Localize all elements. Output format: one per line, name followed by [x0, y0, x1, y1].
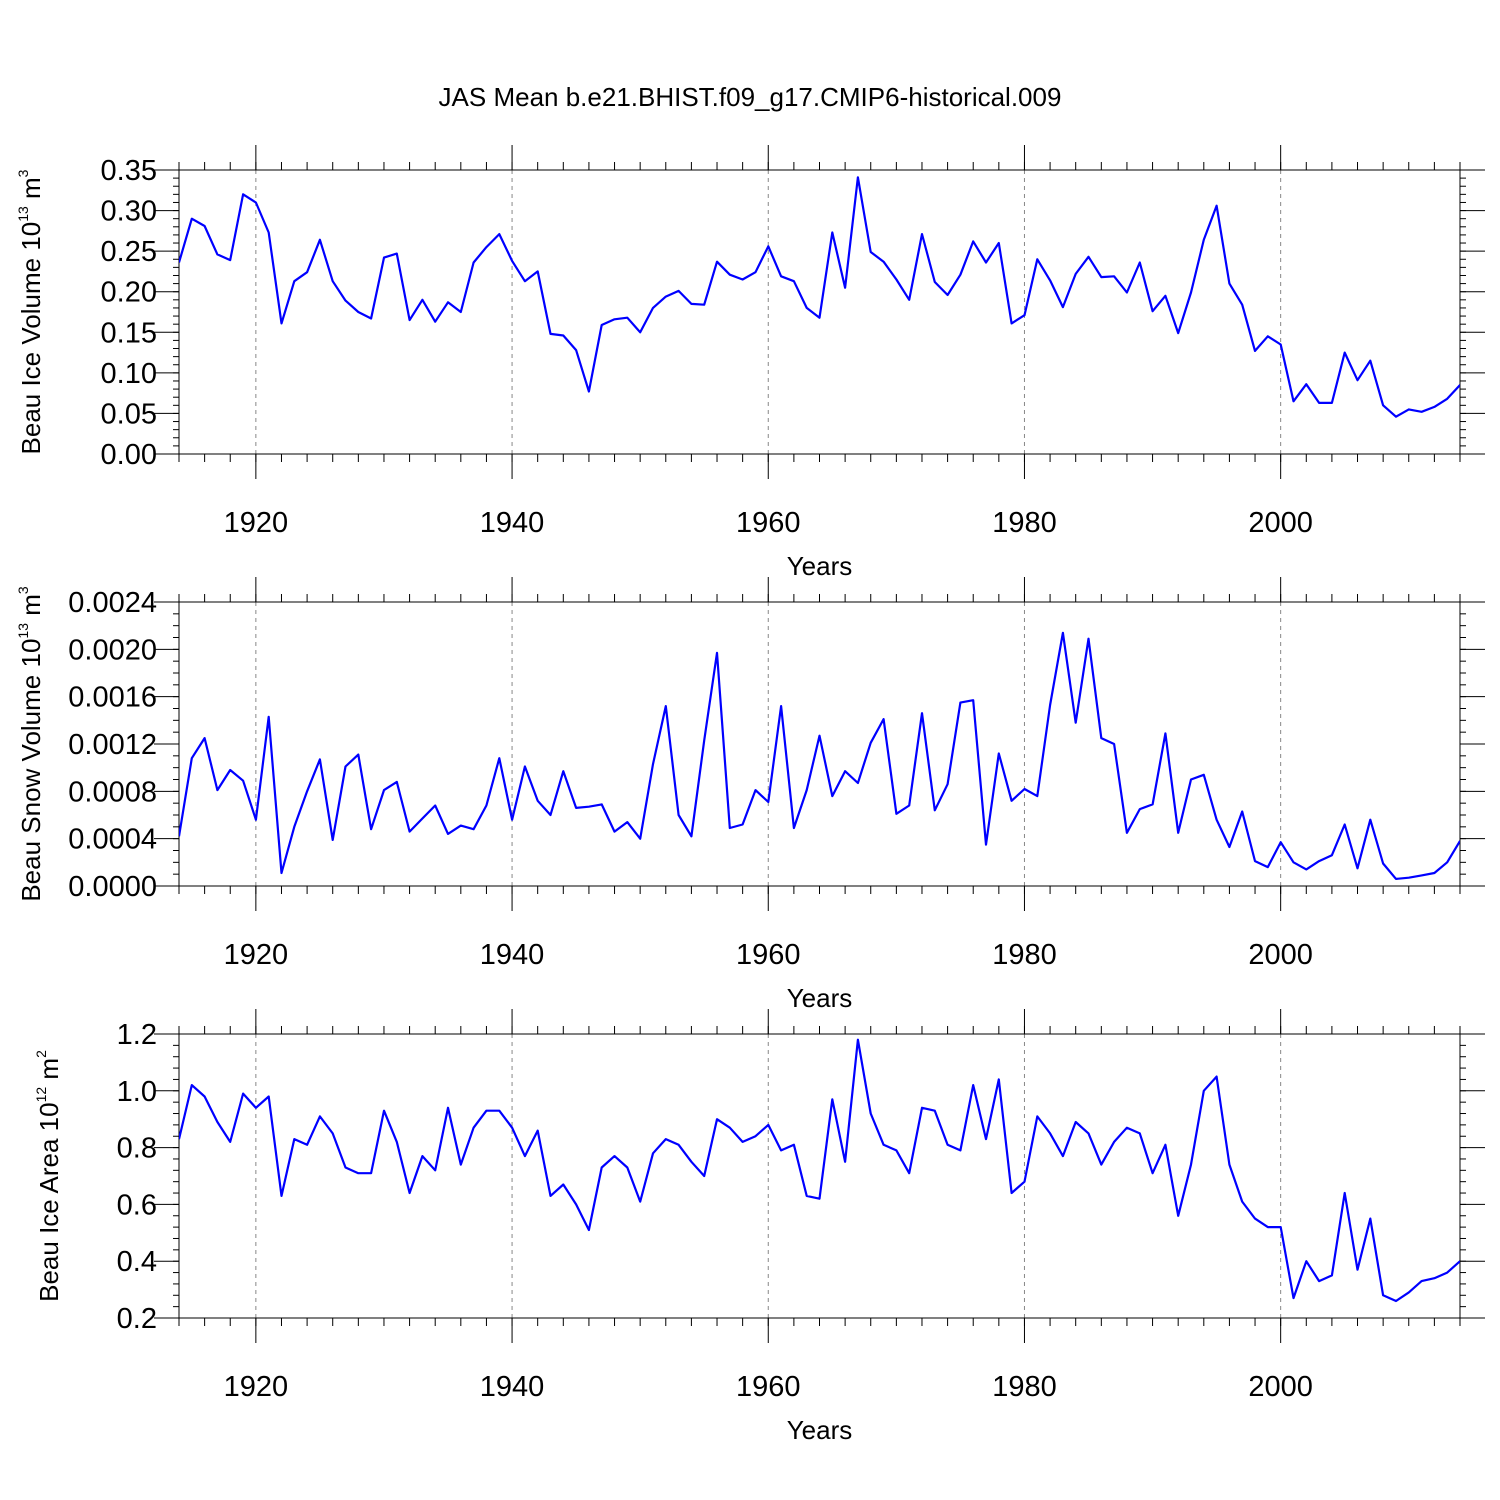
x-tick-label: 1980	[992, 1371, 1057, 1403]
x-tick-label: 1920	[224, 939, 289, 971]
data-line	[179, 631, 1460, 881]
chart-panel-3: 0.2 0.4 0.6 0.8 1.0 1.2 1920 1940 1960 1980 2000 Ye…	[33, 1009, 1485, 1445]
y-tick-label: 0.10	[101, 358, 157, 390]
y-title-text: Beau Ice Volume 10	[16, 222, 46, 455]
y-tick-label: 0.8	[117, 1133, 157, 1165]
y-title-unit-exponent: 3	[15, 169, 31, 177]
y-tick-label: 0.15	[101, 317, 157, 349]
x-tick-label: 1960	[736, 939, 801, 971]
y-tick-label: 0.2	[117, 1303, 157, 1335]
data-line	[179, 1038, 1460, 1303]
x-tick-label: 1940	[480, 1371, 545, 1403]
y-title-unit: m	[16, 594, 46, 623]
x-tick-label: 2000	[1248, 507, 1313, 539]
x-tick-label: 1920	[224, 507, 289, 539]
y-tick-label: 0.0024	[68, 587, 157, 619]
x-tick-label: 1980	[992, 939, 1057, 971]
y-tick-label: 0.0000	[68, 871, 157, 903]
chart-panel-1: 0.00 0.05 0.10 0.15 0.20 0.25 0.30 0.35 1920 1940…	[15, 145, 1485, 581]
x-tick-label: 1920	[224, 1371, 289, 1403]
y-title-unit-exponent: 2	[33, 1050, 49, 1058]
y-tick-label: 0.0004	[68, 824, 157, 856]
y-tick-label: 0.4	[117, 1246, 157, 1278]
x-tick-label: 1940	[480, 939, 545, 971]
x-tick-label: 1940	[480, 507, 545, 539]
y-tick-label: 0.05	[101, 398, 157, 430]
y-tick-label: 1.2	[117, 1019, 157, 1051]
y-tick-label: 0.0008	[68, 776, 157, 808]
x-tick-label: 2000	[1248, 939, 1313, 971]
y-axis-title: Beau Ice Area 1012 m2	[33, 1050, 64, 1302]
y-tick-label: 0.00	[101, 439, 157, 471]
y-title-text: Beau Snow Volume 10	[16, 639, 46, 902]
chart-panel-2: 0.0000 0.0004 0.0008 0.0012 0.0016 0.0020 0.00…	[15, 577, 1485, 1013]
plot-frame	[178, 1033, 1461, 1319]
data-line	[179, 176, 1460, 418]
y-axis-title: Beau Snow Volume 1013 m3	[15, 586, 46, 902]
y-title-unit: m	[16, 177, 46, 206]
x-axis-title: Years	[787, 551, 853, 581]
y-tick-label: 0.0016	[68, 682, 157, 714]
y-tick-label: 0.6	[117, 1189, 157, 1221]
y-axis-title: Beau Ice Volume 1013 m3	[15, 169, 46, 454]
y-tick-label: 0.20	[101, 277, 157, 309]
y-tick-label: 0.35	[101, 155, 157, 187]
y-title-exponent: 13	[15, 623, 31, 639]
y-title-unit-exponent: 3	[15, 586, 31, 594]
y-title-exponent: 13	[15, 206, 31, 222]
x-tick-label: 1960	[736, 1371, 801, 1403]
panels: 0.00 0.05 0.10 0.15 0.20 0.25 0.30 0.35 1920 1940…	[15, 145, 1485, 1445]
x-axis-title: Years	[787, 1415, 853, 1445]
y-tick-label: 0.25	[101, 236, 157, 268]
y-tick-label: 0.0012	[68, 729, 157, 761]
x-axis-title: Years	[787, 983, 853, 1013]
y-tick-label: 1.0	[117, 1076, 157, 1108]
x-tick-label: 2000	[1248, 1371, 1313, 1403]
figure-title: JAS Mean b.e21.BHIST.f09_g17.CMIP6-histo…	[439, 82, 1062, 112]
y-tick-label: 0.30	[101, 196, 157, 228]
plot-frame	[178, 601, 1461, 887]
y-title-unit: m	[34, 1058, 64, 1087]
y-title-text: Beau Ice Area 10	[34, 1102, 64, 1301]
x-tick-label: 1960	[736, 507, 801, 539]
y-tick-label: 0.0020	[68, 634, 157, 666]
x-tick-label: 1980	[992, 507, 1057, 539]
y-title-exponent: 12	[33, 1087, 49, 1103]
